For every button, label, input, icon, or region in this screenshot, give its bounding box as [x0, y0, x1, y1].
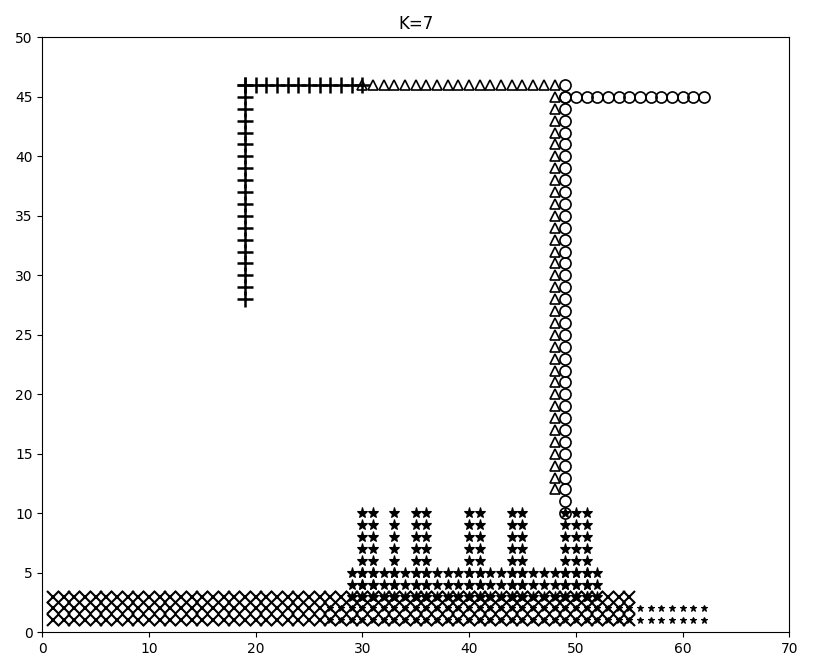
Title: K=7: K=7	[398, 15, 433, 33]
